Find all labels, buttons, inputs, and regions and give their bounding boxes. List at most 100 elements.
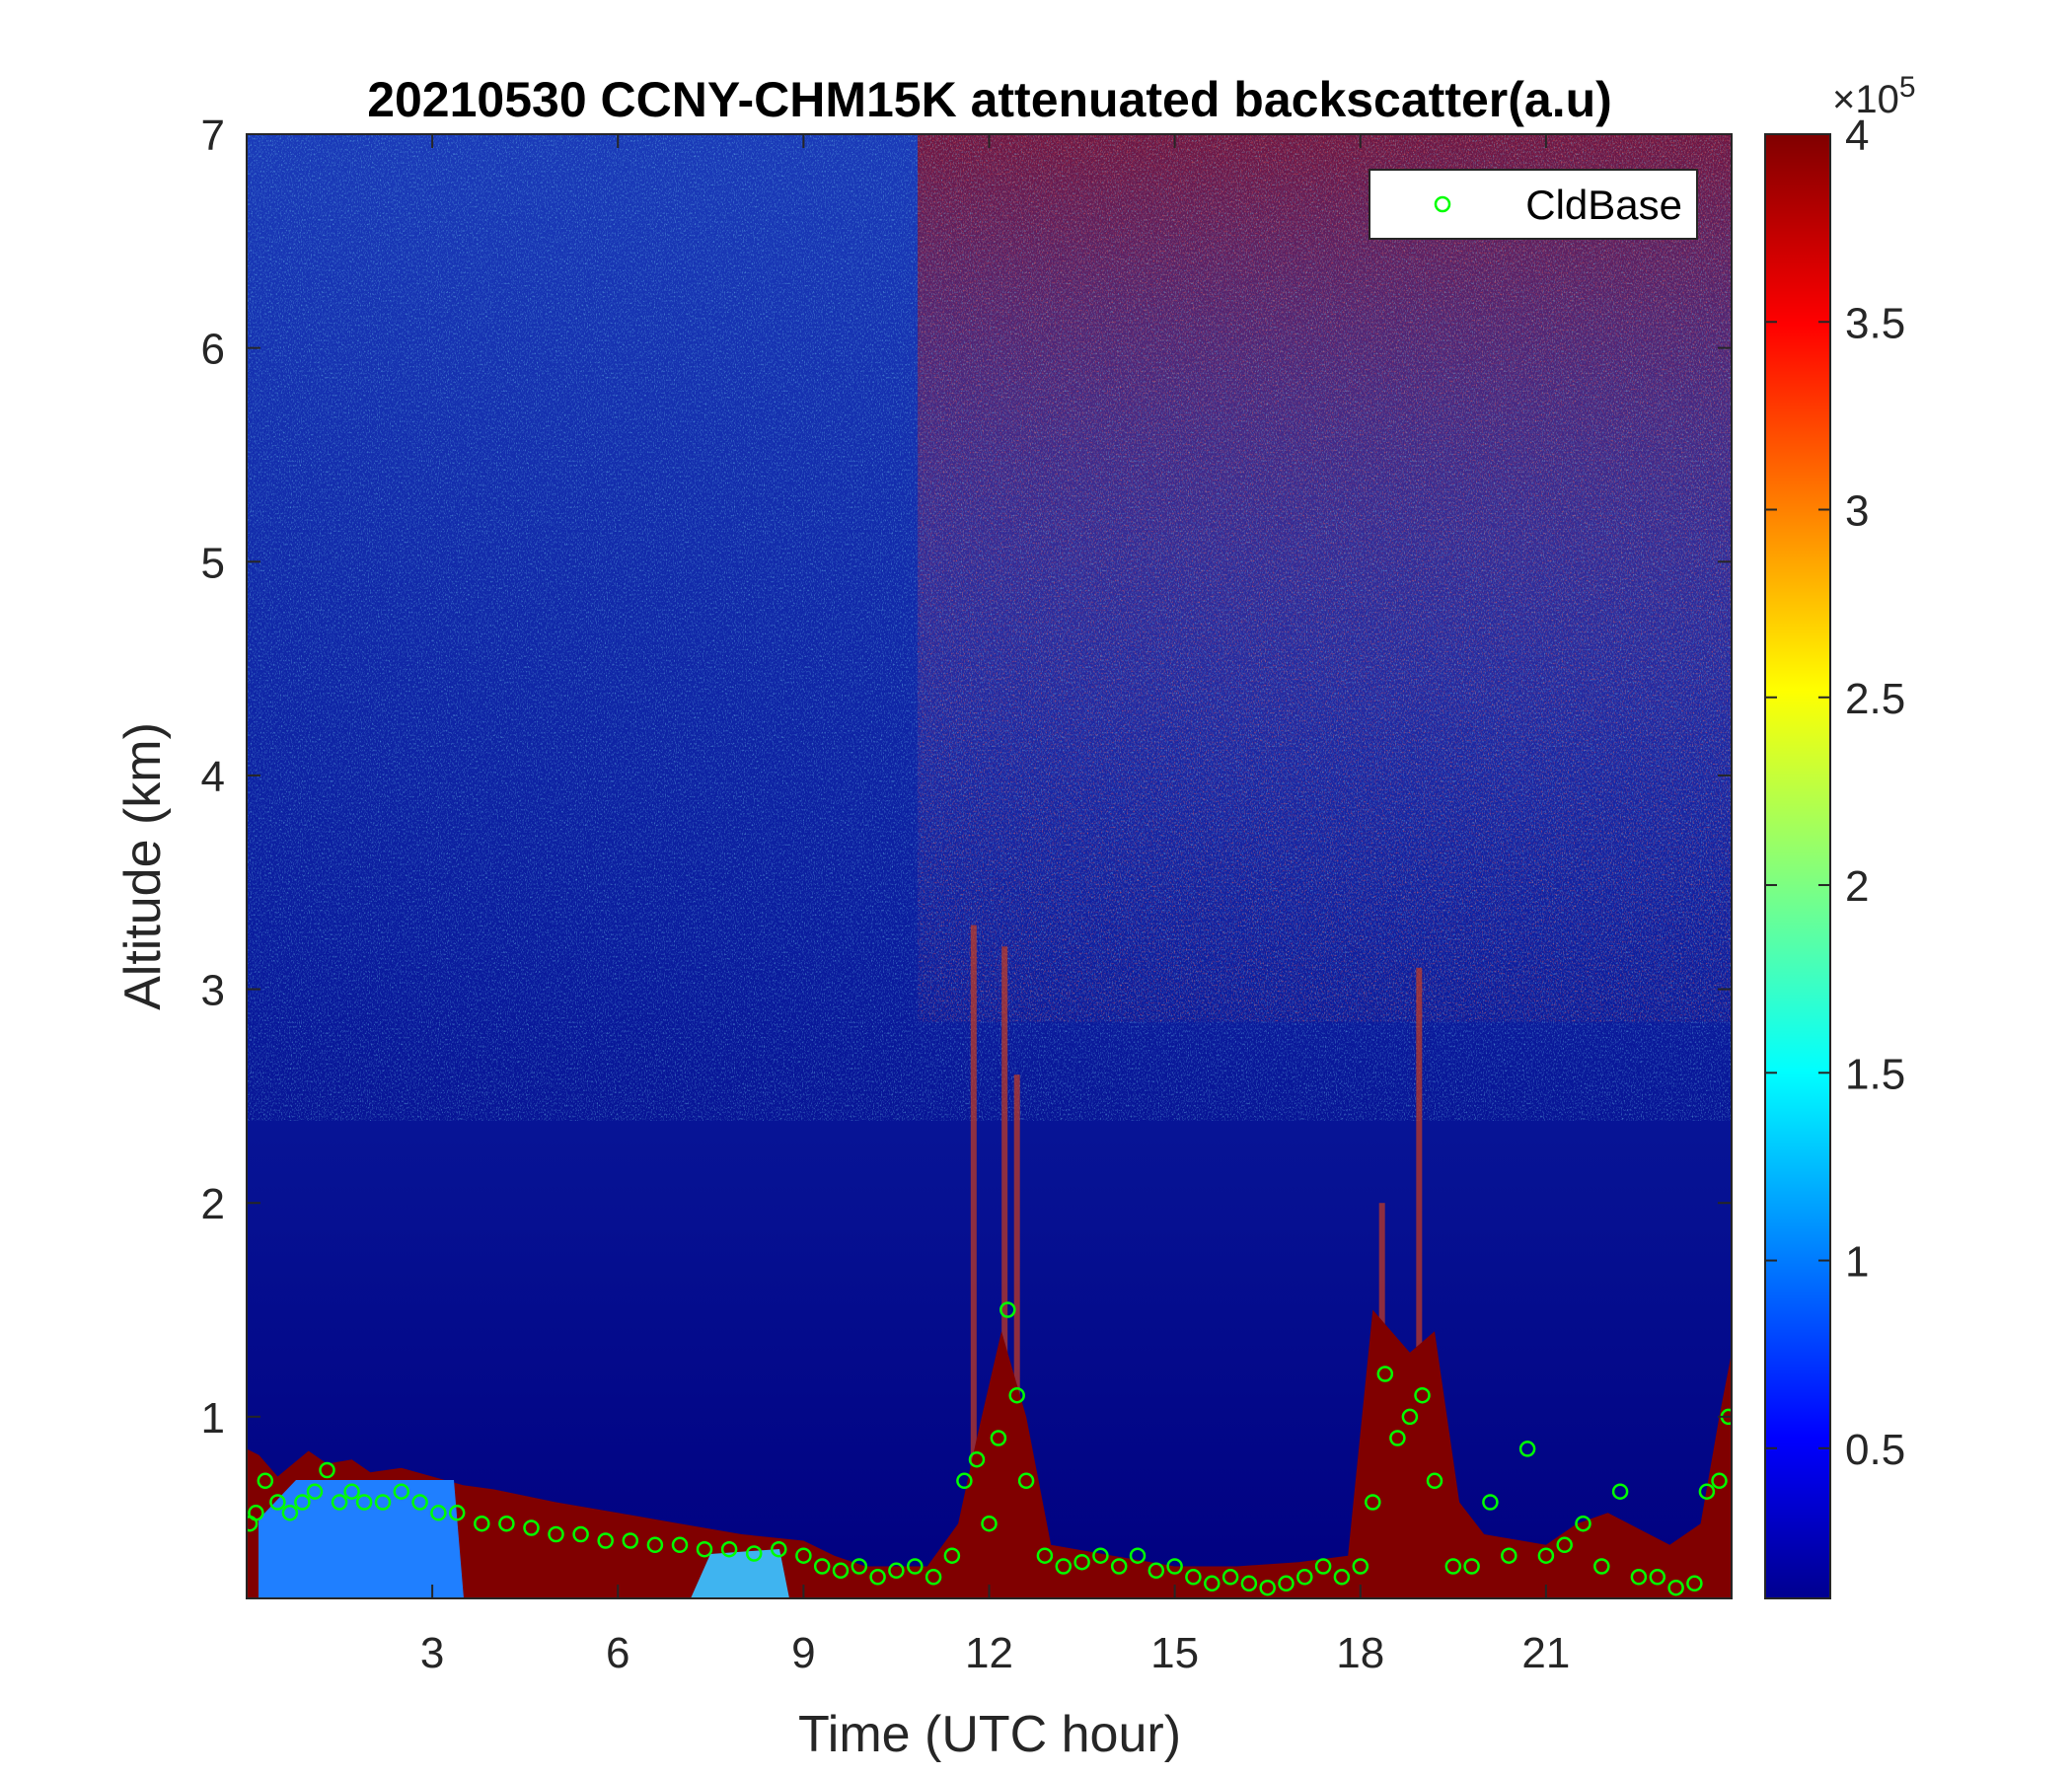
- cldbase-point: [1296, 1569, 1313, 1586]
- cldbase-point: [1630, 1569, 1648, 1586]
- cldbase-point: [832, 1562, 850, 1580]
- cldbase-point: [331, 1494, 348, 1511]
- legend-label: CldBase: [1525, 182, 1682, 228]
- cldbase-point: [1278, 1575, 1295, 1592]
- cldbase-point: [943, 1547, 961, 1564]
- cldbase-point: [990, 1430, 1007, 1446]
- y-axis-label: Altitude (km): [114, 722, 172, 1010]
- cldbase-point: [257, 1472, 274, 1490]
- cldbase-point: [1333, 1569, 1351, 1586]
- x-axis: 3 6 9 12 15 18 21: [420, 134, 1570, 1677]
- enhanced-column: [1013, 1074, 1020, 1598]
- cldbase-point: [1185, 1569, 1202, 1586]
- enhanced-column: [1001, 946, 1008, 1598]
- cldbase-point: [888, 1562, 905, 1580]
- enhanced-column: [970, 925, 977, 1598]
- colorbar-tick-label: 1: [1845, 1238, 1869, 1287]
- cldbase-point: [1711, 1472, 1728, 1490]
- cldbase-point: [1314, 1558, 1332, 1575]
- legend-box: [1369, 169, 1698, 240]
- cldbase-point: [1698, 1483, 1716, 1500]
- cldbase-point: [1501, 1547, 1517, 1564]
- colorbar-gradient: [1764, 133, 1831, 1599]
- cldbase-point: [1667, 1579, 1684, 1596]
- cldbase-scatter: [247, 1301, 1732, 1596]
- cldbase-point: [355, 1494, 373, 1511]
- cldbase-point: [1593, 1558, 1610, 1575]
- cldbase-point: [548, 1525, 564, 1543]
- cldbase-point: [981, 1515, 998, 1532]
- cldbase-point: [374, 1494, 392, 1511]
- cldbase-point: [572, 1525, 589, 1543]
- cldbase-point: [1055, 1558, 1073, 1575]
- cldbase-point: [1686, 1575, 1703, 1592]
- cldbase-point: [671, 1536, 689, 1554]
- y-tick-label: 1: [201, 1394, 225, 1443]
- plot-area: [247, 134, 1732, 1598]
- surface-cyan-patch: [691, 1549, 789, 1598]
- legend: CldBase: [1369, 169, 1698, 240]
- cldbase-point: [248, 1505, 264, 1521]
- chart-title: 20210530 CCNY-CHM15K attenuated backscat…: [367, 72, 1612, 127]
- cldbase-point: [720, 1540, 738, 1558]
- cldbase-point: [411, 1494, 428, 1511]
- cldbase-point: [869, 1569, 886, 1586]
- cldbase-point: [1444, 1558, 1462, 1575]
- cldbase-point: [1166, 1558, 1183, 1575]
- x-tick-label: 15: [1150, 1629, 1199, 1677]
- cldbase-point: [1482, 1494, 1499, 1511]
- cldbase-point: [1073, 1553, 1090, 1571]
- x-tick-label: 9: [791, 1629, 815, 1677]
- colorbar-tick-label: 4: [1845, 111, 1869, 160]
- x-tick-label: 18: [1336, 1629, 1384, 1677]
- x-tick-label: 6: [606, 1629, 629, 1677]
- noise-texture-red: [918, 134, 1732, 1022]
- colorbar-ticks: 0.5 1 1.5 2 2.5 3 3.5 4: [1765, 111, 1905, 1474]
- cldbase-point: [1376, 1366, 1394, 1382]
- cldbase-point: [1017, 1472, 1035, 1490]
- cldbase-point: [999, 1301, 1016, 1318]
- cldbase-point: [1611, 1483, 1629, 1500]
- cldbase-point: [956, 1472, 973, 1490]
- x-tick-label: 12: [965, 1629, 1013, 1677]
- y-tick-label: 4: [201, 753, 225, 801]
- cldbase-point: [813, 1558, 831, 1575]
- cldbase-point: [448, 1505, 466, 1521]
- cldbase-point: [1204, 1575, 1221, 1592]
- cldbase-point: [771, 1540, 787, 1558]
- cldbase-point: [1036, 1547, 1054, 1564]
- cldbase-point: [1129, 1547, 1147, 1564]
- x-axis-label: Time (UTC hour): [798, 1706, 1181, 1763]
- cldbase-point: [925, 1569, 942, 1586]
- cldbase-point: [1575, 1515, 1591, 1532]
- legend-marker: [1434, 195, 1451, 213]
- cldbase-point: [1556, 1536, 1573, 1554]
- x-tick-label: 3: [420, 1629, 444, 1677]
- cldbase-point: [1008, 1386, 1025, 1404]
- y-tick-label: 7: [201, 111, 225, 160]
- cldbase-point: [319, 1461, 335, 1479]
- colorbar: 0.5 1 1.5 2 2.5 3 3.5 4 ×105: [1764, 71, 1916, 1599]
- cldbase-point: [269, 1494, 286, 1511]
- y-tick-label: 6: [201, 326, 225, 374]
- colorbar-tick-label: 2: [1845, 862, 1869, 911]
- cldbase-point: [430, 1505, 447, 1521]
- cldbase-point: [1221, 1569, 1239, 1586]
- cldbase-point: [523, 1519, 540, 1536]
- y-tick-label: 3: [201, 967, 225, 1015]
- cldbase-point: [907, 1558, 924, 1575]
- cldbase-point: [597, 1532, 614, 1549]
- cldbase-point: [1649, 1569, 1666, 1586]
- cldbase-point: [1389, 1430, 1406, 1446]
- colorbar-tick-label: 3.5: [1845, 299, 1905, 347]
- y-axis: 1 2 3 4 5 6 7: [201, 111, 1732, 1443]
- cldbase-point: [1092, 1547, 1109, 1564]
- cldbase-point: [1537, 1547, 1555, 1564]
- cldbase-point: [474, 1515, 490, 1532]
- cldbase-point: [1426, 1472, 1443, 1490]
- cldbase-point: [795, 1547, 812, 1564]
- cldbase-point: [1110, 1558, 1128, 1575]
- cldbase-point: [1518, 1441, 1536, 1457]
- colorbar-exponent: ×105: [1832, 71, 1916, 121]
- cldbase-point: [1240, 1575, 1258, 1592]
